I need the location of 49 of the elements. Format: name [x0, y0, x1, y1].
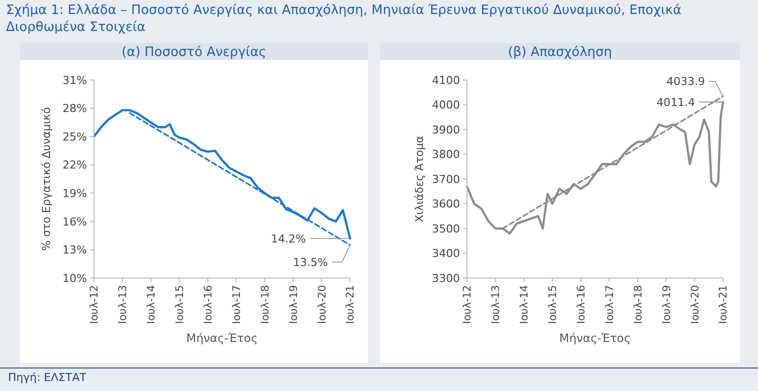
y-tick-label: 3800 — [432, 148, 460, 162]
x-tick-label: Ιουλ-21 — [718, 285, 730, 324]
y-tick-label: 3400 — [432, 247, 460, 260]
x-tick-label: Ιουλ-16 — [202, 284, 214, 324]
x-tick-label: Ιουλ-19 — [660, 285, 673, 324]
y-tick-label: 10% — [62, 272, 87, 285]
y-tick-label: 13% — [62, 244, 87, 257]
x-tick-label: Ιουλ-20 — [316, 285, 328, 324]
y-tick-label: 16% — [62, 215, 87, 228]
y-tick-label: 25% — [62, 130, 87, 144]
y-tick-label: 3300 — [432, 272, 460, 285]
x-tick-label: Ιουλ-19 — [288, 285, 300, 324]
x-tick-label: Ιουλ-17 — [230, 285, 243, 324]
y-tick-label: 28% — [62, 102, 87, 116]
annotation: 14.2% — [271, 232, 306, 246]
y-tick-label: 22% — [62, 158, 87, 172]
annotation: 4033.9 — [666, 75, 705, 88]
x-tick-label: Ιουλ-14 — [518, 284, 531, 324]
x-tick-label: Ιουλ-12 — [88, 285, 101, 324]
x-axis-title: Μήνας-Έτος — [186, 331, 258, 345]
annotation: 13.5% — [293, 256, 328, 269]
chart-subtitle: (α) Ποσοστό Ανεργίας — [122, 45, 266, 60]
y-tick-label: 3500 — [432, 222, 460, 236]
y-tick-label: 4000 — [432, 98, 460, 112]
x-tick-label: Ιουλ-15 — [174, 285, 186, 324]
x-tick-label: Ιουλ-20 — [689, 285, 702, 324]
x-tick-label: Ιουλ-14 — [146, 284, 158, 324]
text: Πηγή: ΕΛΣΤΑΤ — [8, 371, 87, 384]
chart-title: Σχήμα 1: Ελλάδα – Ποσοστό Ανεργίας και Απασχόληση, Μηνιαία Έρευνα Εργατικού Δυναμικού, Εποχικά Διορθωμένα Στοιχεία — [6, 2, 682, 36]
y-tick-label: 4100 — [432, 74, 460, 87]
x-tick-label: Ιουλ-18 — [259, 285, 272, 324]
y-tick-label: 3700 — [432, 172, 460, 186]
y-axis-title: Χιλιάδες Άτομα — [413, 136, 426, 222]
x-tick-label: Ιουλ-15 — [546, 285, 559, 324]
x-tick-label: Ιουλ-18 — [632, 285, 644, 324]
y-tick-label: 31% — [62, 74, 87, 87]
y-axis-title: % στο Εργατικό Δυναμικό — [40, 106, 53, 251]
annotation: 4011.4 — [656, 96, 695, 109]
x-tick-label: Ιουλ-12 — [462, 285, 474, 324]
y-tick-label: 3600 — [432, 198, 460, 211]
x-tick-label: Ιουλ-21 — [344, 285, 357, 324]
chart-subtitle: (β) Απασχόληση — [508, 45, 612, 60]
y-tick-label: 3900 — [432, 123, 460, 136]
x-axis-title: Μήνας-Έτος — [559, 331, 631, 345]
x-tick-label: Ιουλ-13 — [117, 285, 130, 324]
x-tick-label: Ιουλ-16 — [575, 284, 588, 324]
x-tick-label: Ιουλ-17 — [604, 285, 616, 324]
y-tick-label: 19% — [62, 186, 87, 200]
x-tick-label: Ιουλ-13 — [490, 285, 502, 324]
